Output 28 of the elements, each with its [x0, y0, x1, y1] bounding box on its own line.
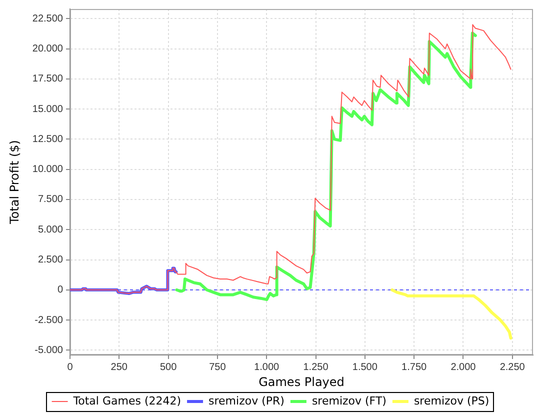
x-tick-label: 2.000 [450, 362, 476, 373]
x-tick-label: 500 [160, 362, 178, 373]
y-tick-label: 7.500 [38, 194, 64, 206]
legend-label: sremizov (PS) [414, 394, 490, 408]
x-tick-label: 2.250 [500, 362, 526, 373]
x-tick-label: 0 [67, 362, 74, 373]
x-tick-label: 1.500 [352, 362, 378, 373]
x-tick-label: 1.750 [402, 362, 427, 373]
legend-label: sremizov (FT) [312, 394, 386, 408]
legend-label: sremizov (PR) [208, 394, 284, 408]
y-tick-label: 0 [57, 284, 64, 296]
x-axis-title: Games Played [258, 374, 344, 389]
y-tick-label: -2.500 [34, 314, 64, 326]
y-tick-label: 22.500 [32, 13, 64, 24]
y-tick-label: 12.500 [32, 134, 64, 145]
y-tick-label: 15.000 [32, 104, 64, 115]
y-tick-label: 10.000 [32, 164, 64, 176]
y-tick-label: 20.000 [32, 44, 64, 55]
x-tick-label: 1.250 [303, 362, 329, 373]
legend-label: Total Games (2242) [72, 394, 182, 408]
y-tick-label: -5.000 [34, 344, 64, 356]
x-tick-label: 750 [209, 362, 226, 373]
y-tick-label: 2.500 [38, 254, 64, 266]
y-tick-label: 5.000 [38, 224, 64, 236]
x-tick-label: 1.000 [254, 362, 280, 373]
x-tick-label: 250 [110, 362, 128, 373]
y-tick-label: 17.500 [32, 74, 64, 85]
y-axis-title: Total Profit ($) [7, 140, 22, 225]
